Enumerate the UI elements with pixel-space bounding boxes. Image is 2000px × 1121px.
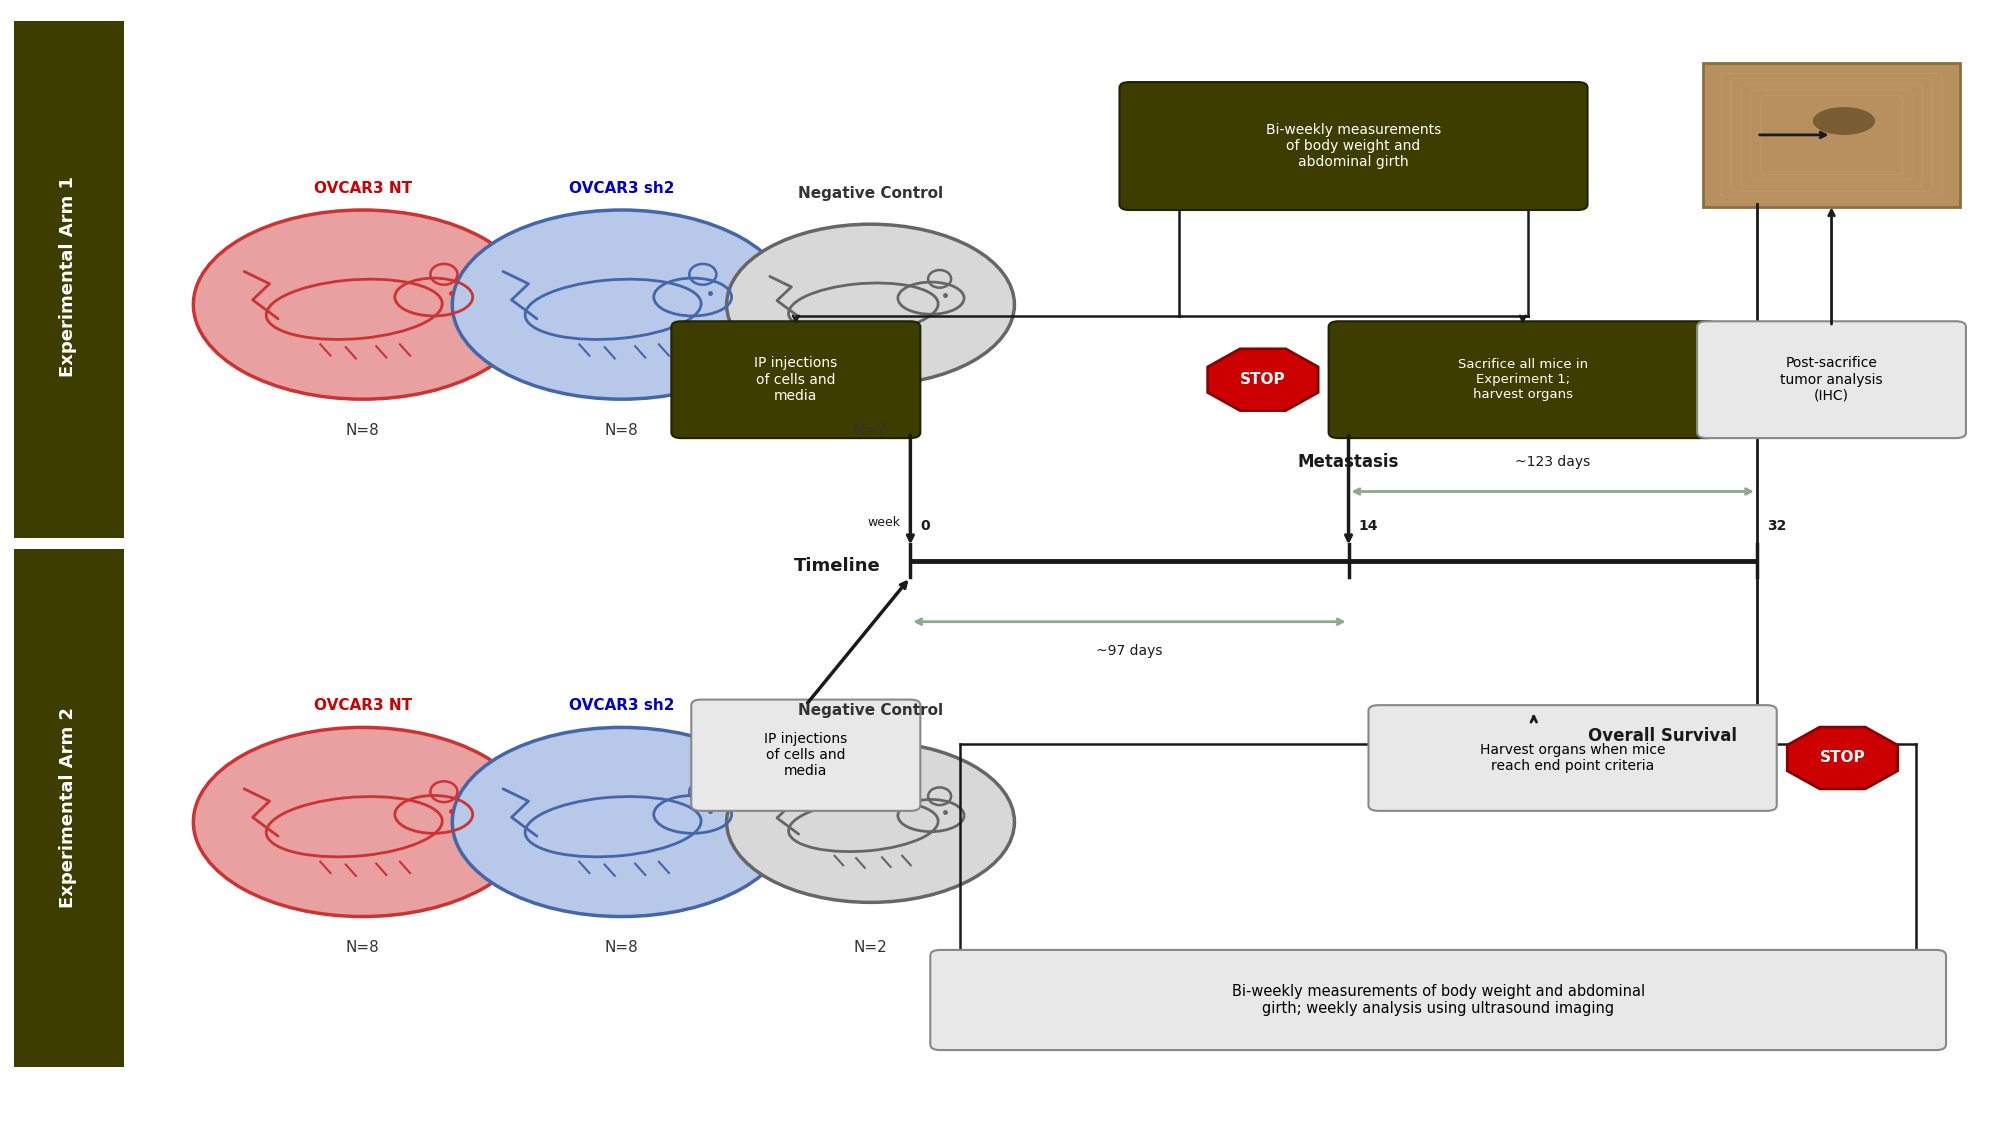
Text: 0: 0 (920, 519, 930, 532)
Text: Sacrifice all mice in
Experiment 1;
harvest organs: Sacrifice all mice in Experiment 1; harv… (1458, 359, 1588, 401)
FancyBboxPatch shape (14, 549, 124, 1067)
FancyBboxPatch shape (672, 322, 920, 438)
Text: 14: 14 (1358, 519, 1378, 532)
Text: IP injections
of cells and
media: IP injections of cells and media (754, 356, 838, 402)
FancyBboxPatch shape (14, 21, 124, 538)
Text: STOP: STOP (1240, 372, 1286, 387)
Text: N=2: N=2 (854, 423, 888, 438)
Text: Timeline: Timeline (794, 557, 880, 575)
FancyBboxPatch shape (1704, 63, 1960, 206)
FancyBboxPatch shape (1698, 322, 1966, 438)
Text: N=8: N=8 (346, 941, 380, 955)
Text: Experimental Arm 1: Experimental Arm 1 (58, 176, 76, 378)
Text: Negative Control: Negative Control (798, 186, 944, 201)
Circle shape (726, 742, 1014, 902)
Polygon shape (1208, 349, 1318, 410)
Text: OVCAR3 sh2: OVCAR3 sh2 (568, 698, 674, 713)
FancyBboxPatch shape (1120, 82, 1588, 210)
Text: Overall Survival: Overall Survival (1588, 728, 1736, 745)
Text: Post-sacrifice
tumor analysis
(IHC): Post-sacrifice tumor analysis (IHC) (1780, 356, 1882, 402)
Text: OVCAR3 sh2: OVCAR3 sh2 (568, 180, 674, 196)
Ellipse shape (1812, 108, 1876, 135)
Text: Negative Control: Negative Control (798, 703, 944, 717)
FancyBboxPatch shape (1368, 705, 1776, 810)
Text: N=8: N=8 (604, 941, 638, 955)
FancyBboxPatch shape (692, 700, 920, 810)
Polygon shape (1788, 728, 1898, 789)
Text: Bi-weekly measurements of body weight and abdominal
girth; weekly analysis using: Bi-weekly measurements of body weight an… (1232, 984, 1644, 1017)
Text: Harvest organs when mice
reach end point criteria: Harvest organs when mice reach end point… (1480, 743, 1666, 773)
Text: ~123 days: ~123 days (1516, 455, 1590, 470)
Text: OVCAR3 NT: OVCAR3 NT (314, 698, 412, 713)
Text: Metastasis: Metastasis (1298, 453, 1400, 471)
Text: 32: 32 (1766, 519, 1786, 532)
Text: ~97 days: ~97 days (1096, 643, 1162, 658)
FancyBboxPatch shape (1328, 322, 1718, 438)
FancyBboxPatch shape (930, 949, 1946, 1050)
Text: N=2: N=2 (854, 941, 888, 955)
Text: OVCAR3 NT: OVCAR3 NT (314, 180, 412, 196)
Text: IP injections
of cells and
media: IP injections of cells and media (764, 732, 848, 778)
Text: week: week (868, 517, 900, 529)
Circle shape (194, 210, 532, 399)
Text: Bi-weekly measurements
of body weight and
abdominal girth: Bi-weekly measurements of body weight an… (1266, 123, 1442, 169)
Circle shape (452, 210, 790, 399)
Circle shape (726, 224, 1014, 385)
Text: STOP: STOP (1820, 750, 1866, 766)
Text: N=8: N=8 (346, 423, 380, 438)
Circle shape (194, 728, 532, 917)
Text: Experimental Arm 2: Experimental Arm 2 (58, 707, 76, 908)
Text: N=8: N=8 (604, 423, 638, 438)
Circle shape (452, 728, 790, 917)
